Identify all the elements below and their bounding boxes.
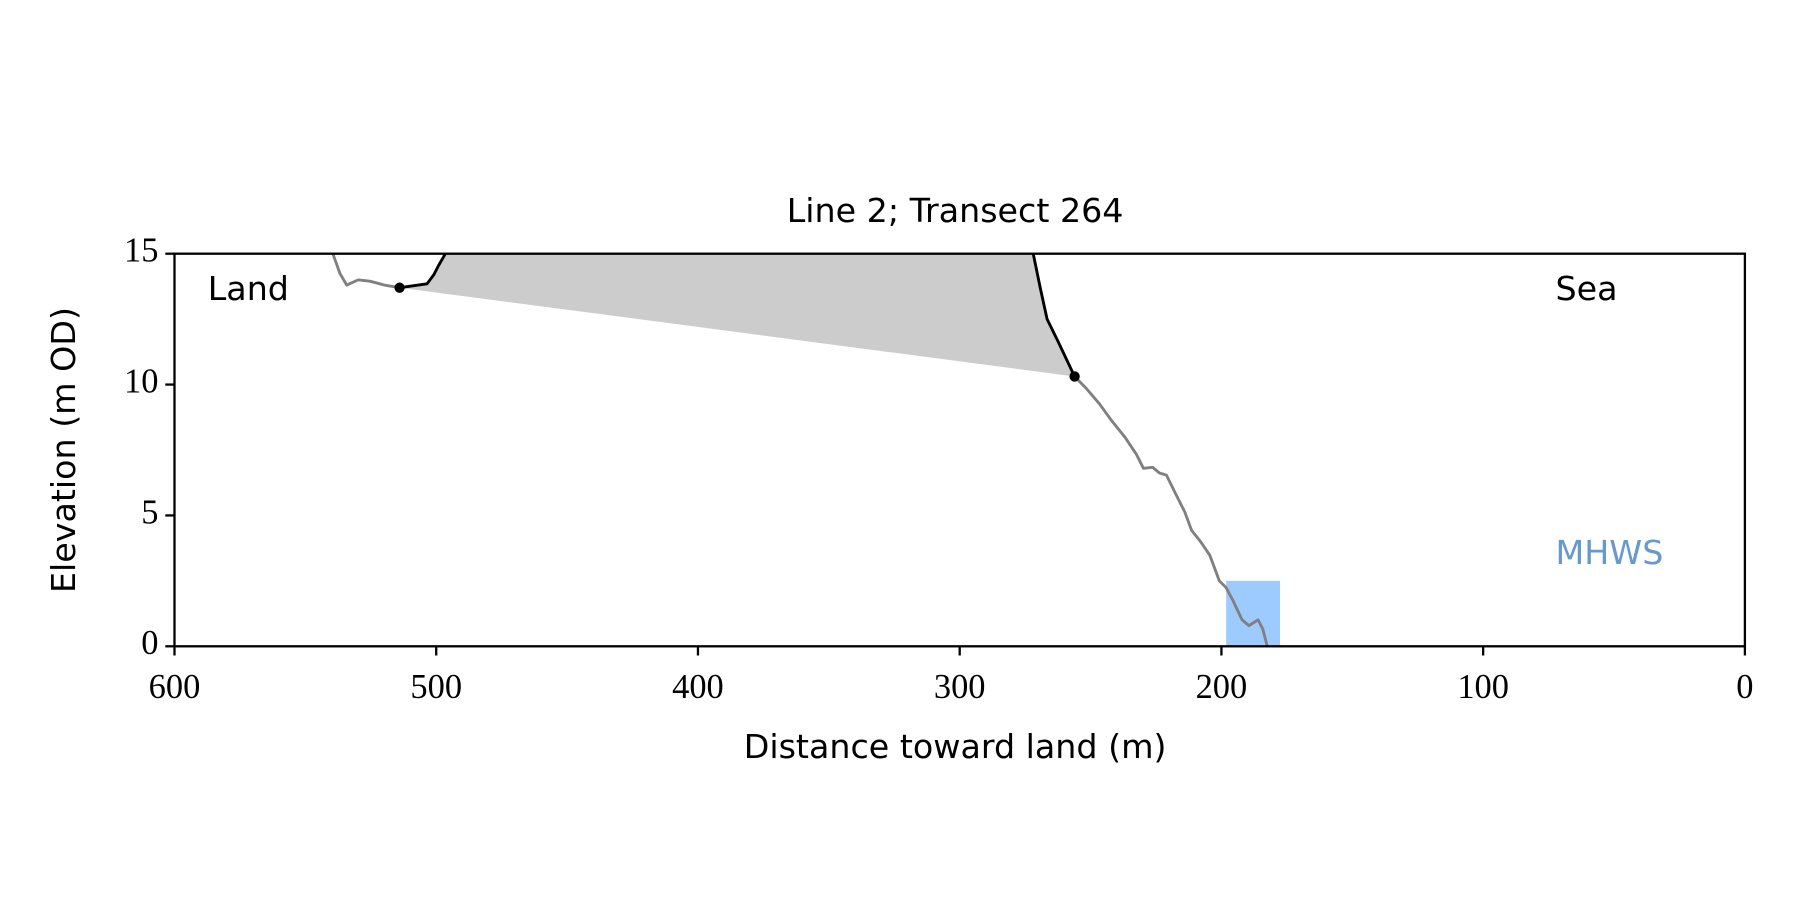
y-tick-label: 0 — [141, 624, 158, 662]
point — [1069, 371, 1080, 382]
profile-line — [331, 253, 1269, 647]
x-tick-label: 0 — [1736, 668, 1753, 706]
y-tick-label: 10 — [124, 362, 158, 400]
profile-line — [1031, 253, 1076, 378]
x-tick-label: 400 — [672, 668, 724, 706]
point — [394, 282, 405, 293]
y-tick-label: 5 — [141, 493, 158, 531]
mhws-label: MHWS — [1556, 533, 1664, 572]
chart-title: Line 2; Transect 264 — [787, 191, 1124, 230]
y-axis-label: Elevation (m OD) — [44, 307, 83, 593]
profile-line — [399, 252, 447, 290]
eroded-area — [399, 253, 1075, 377]
x-tick-label: 200 — [1196, 668, 1248, 706]
mhws-band — [1226, 580, 1281, 647]
x-tick-label: 300 — [934, 668, 986, 706]
x-tick-label: 100 — [1457, 668, 1509, 706]
annotation: Sea — [1555, 269, 1617, 308]
y-tick-label: 15 — [124, 232, 158, 270]
annotation: Land — [208, 269, 289, 308]
plot-area — [331, 252, 1281, 647]
x-tick-label: 600 — [149, 668, 201, 706]
x-axis-label: Distance toward land (m) — [744, 727, 1167, 766]
x-tick-label: 500 — [410, 668, 462, 706]
